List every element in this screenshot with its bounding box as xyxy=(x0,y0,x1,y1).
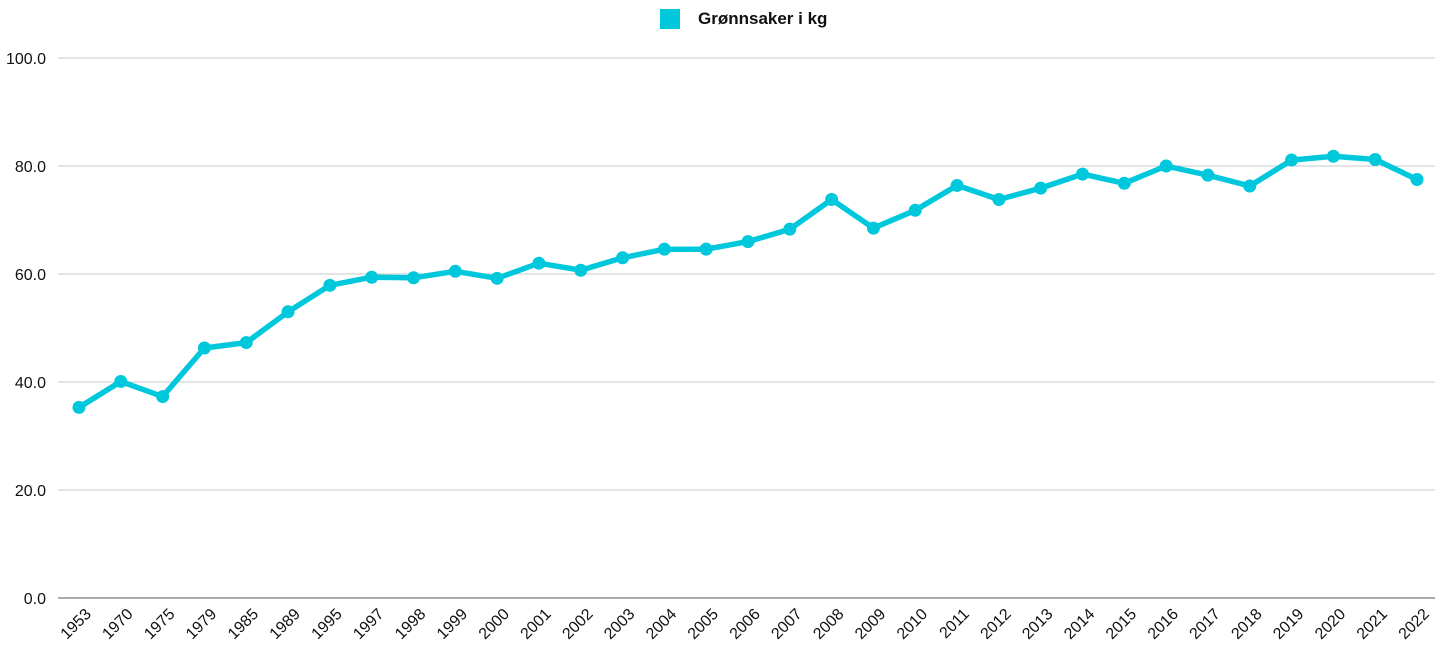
x-tick-label: 1953 xyxy=(58,606,95,643)
x-tick-label: 2019 xyxy=(1270,606,1307,643)
x-tick-label: 1970 xyxy=(99,606,136,643)
y-tick-label: 40.0 xyxy=(15,375,46,392)
x-tick-label: 2012 xyxy=(977,606,1014,643)
data-point xyxy=(1076,167,1089,181)
x-tick-label: 2006 xyxy=(727,606,764,643)
data-point xyxy=(1368,153,1382,167)
x-tick-label: 2022 xyxy=(1396,606,1433,643)
data-point xyxy=(992,192,1006,206)
x-tick-label: 2018 xyxy=(1228,606,1265,643)
data-point xyxy=(197,341,211,355)
x-tick-label: 2017 xyxy=(1187,606,1224,643)
x-tick-label: 2011 xyxy=(937,606,973,642)
data-point xyxy=(1117,176,1131,190)
x-tick-label: 1999 xyxy=(434,606,471,643)
x-tick-label: 1975 xyxy=(141,606,178,643)
data-point xyxy=(825,192,839,206)
x-tick-label: 1985 xyxy=(225,606,262,643)
data-point xyxy=(741,235,755,249)
x-tick-label: 2013 xyxy=(1019,606,1056,643)
x-tick-label: 2020 xyxy=(1312,606,1349,643)
data-point xyxy=(1285,153,1299,167)
y-tick-label: 80.0 xyxy=(15,159,46,176)
data-point xyxy=(114,374,128,388)
legend: Grønnsaker i kg xyxy=(660,8,827,30)
data-point xyxy=(950,178,964,192)
x-tick-label: 2014 xyxy=(1061,606,1098,643)
data-point xyxy=(1410,173,1424,186)
data-point xyxy=(407,271,420,285)
data-point xyxy=(490,271,504,285)
x-tick-label: 2005 xyxy=(685,606,722,643)
x-tick-label: 2003 xyxy=(601,606,638,643)
data-point xyxy=(281,305,295,319)
x-tick-label: 2010 xyxy=(894,606,931,643)
y-tick-label: 20.0 xyxy=(15,483,46,500)
legend-swatch xyxy=(660,9,680,29)
x-tick-label: 1995 xyxy=(308,606,345,643)
y-tick-label: 60.0 xyxy=(15,267,46,284)
x-tick-label: 1998 xyxy=(392,606,429,643)
data-point xyxy=(156,390,170,404)
data-point xyxy=(1243,179,1257,193)
x-tick-label: 2000 xyxy=(476,606,513,643)
x-tick-label: 2007 xyxy=(768,606,805,643)
data-point xyxy=(616,251,630,265)
data-point xyxy=(908,203,922,217)
data-point xyxy=(1201,168,1215,182)
y-tick-label: 0.0 xyxy=(24,591,46,608)
data-point xyxy=(866,221,880,235)
data-point xyxy=(657,242,671,256)
x-tick-label: 1979 xyxy=(183,606,220,643)
data-point xyxy=(448,264,462,278)
data-point xyxy=(783,222,797,236)
x-tick-label: 2002 xyxy=(559,606,596,643)
data-point xyxy=(72,400,86,414)
data-point xyxy=(1326,149,1340,163)
x-tick-label: 2015 xyxy=(1103,606,1140,643)
x-tick-label: 1997 xyxy=(350,606,387,643)
data-point xyxy=(699,242,713,256)
data-point xyxy=(365,270,379,284)
x-tick-label: 2009 xyxy=(852,606,889,643)
data-point xyxy=(323,278,337,292)
data-point xyxy=(574,263,588,277)
y-tick-label: 100.0 xyxy=(6,51,46,68)
x-tick-label: 2021 xyxy=(1354,606,1391,643)
data-point xyxy=(239,336,253,350)
x-tick-label: 2004 xyxy=(643,606,680,643)
x-tick-label: 2001 xyxy=(518,606,555,643)
data-point xyxy=(532,256,546,270)
x-tick-label: 2016 xyxy=(1145,606,1182,643)
legend-label: Grønnsaker i kg xyxy=(698,9,828,28)
series-line xyxy=(76,153,1420,411)
x-tick-label: 1989 xyxy=(267,606,304,643)
data-point xyxy=(1159,159,1173,173)
data-point xyxy=(1034,181,1048,195)
x-tick-label: 2008 xyxy=(810,606,847,643)
